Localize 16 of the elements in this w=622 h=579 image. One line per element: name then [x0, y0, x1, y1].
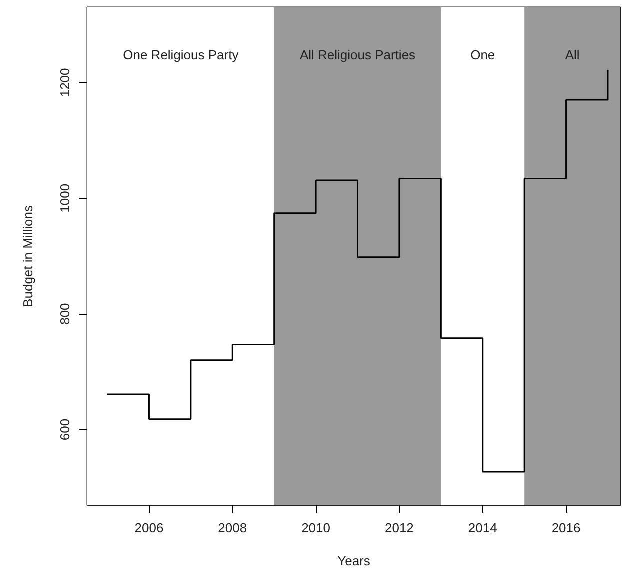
band-label: One Religious Party [123, 47, 240, 62]
y-tick-label: 1000 [58, 184, 72, 213]
band-label: All Religious Parties [300, 47, 416, 62]
band-label: All [565, 47, 580, 62]
y-axis-title: Budget in Millions [20, 205, 36, 308]
x-tick-label: 2010 [302, 520, 331, 536]
x-tick-label: 2014 [468, 520, 498, 536]
y-tick-label: 600 [58, 418, 72, 441]
x-tick-label: 2008 [218, 520, 248, 536]
y-tick-label: 800 [58, 303, 72, 325]
x-tick-label: 2012 [385, 520, 414, 536]
y-tick-label: 1200 [58, 68, 72, 98]
x-axis-title: Years [338, 554, 371, 568]
band-label: One [470, 47, 496, 62]
x-tick-label: 2016 [552, 520, 581, 536]
x-tick-label: 2006 [134, 520, 164, 536]
